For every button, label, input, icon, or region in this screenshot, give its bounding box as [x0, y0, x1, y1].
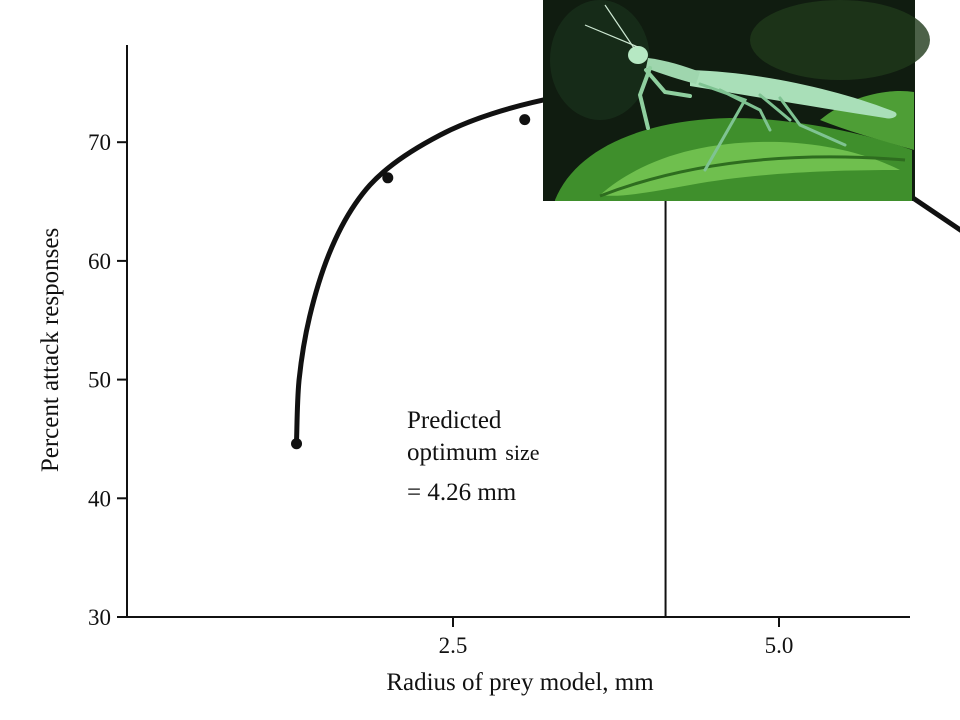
y-tick-label: 70	[88, 130, 111, 155]
photo-shadow-foliage	[750, 0, 930, 80]
optimum-size-annotation: Predicted optimum size = 4.26 mm	[407, 407, 540, 506]
leaf-vein	[599, 155, 906, 198]
y-axis-title: Percent attack responses	[37, 228, 64, 472]
x-tick-group: 2.55.07.510.0	[439, 617, 794, 658]
data-point	[382, 172, 394, 184]
annotation-line-2: optimum size	[407, 439, 540, 466]
annotation-word-size: size	[505, 440, 539, 465]
annotation-line-3: = 4.26 mm	[407, 479, 517, 506]
photo-shadow-foliage-2	[550, 0, 650, 120]
data-point	[519, 114, 531, 126]
mantis-midleg	[698, 82, 772, 172]
data-point	[291, 438, 303, 450]
y-tick-group: 30 40 50 60 70	[88, 130, 127, 630]
x-axis-title: Radius of prey model, mm	[386, 669, 654, 696]
mantis-abdomen	[690, 70, 897, 119]
y-tick-label: 40	[88, 486, 111, 511]
mantis-foreleg	[637, 66, 692, 130]
y-tick-label: 50	[88, 368, 111, 393]
y-tick-label: 60	[88, 249, 111, 274]
annotation-line-1: Predicted	[407, 407, 502, 434]
y-tick-label: 30	[88, 605, 111, 630]
mantis-hindleg	[758, 93, 847, 147]
mantis-antenna-1	[604, 4, 635, 49]
praying-mantis-icon	[584, 4, 897, 172]
leaf-highlight	[600, 141, 900, 196]
mantis-head	[628, 46, 648, 64]
mantis-thorax	[646, 58, 700, 84]
annotation-word-optimum: optimum	[407, 439, 498, 466]
mantis-antenna-2	[584, 24, 639, 48]
x-tick-label: 5.0	[765, 633, 794, 658]
mantis-photo	[543, 0, 930, 201]
x-tick-label: 2.5	[439, 633, 468, 658]
